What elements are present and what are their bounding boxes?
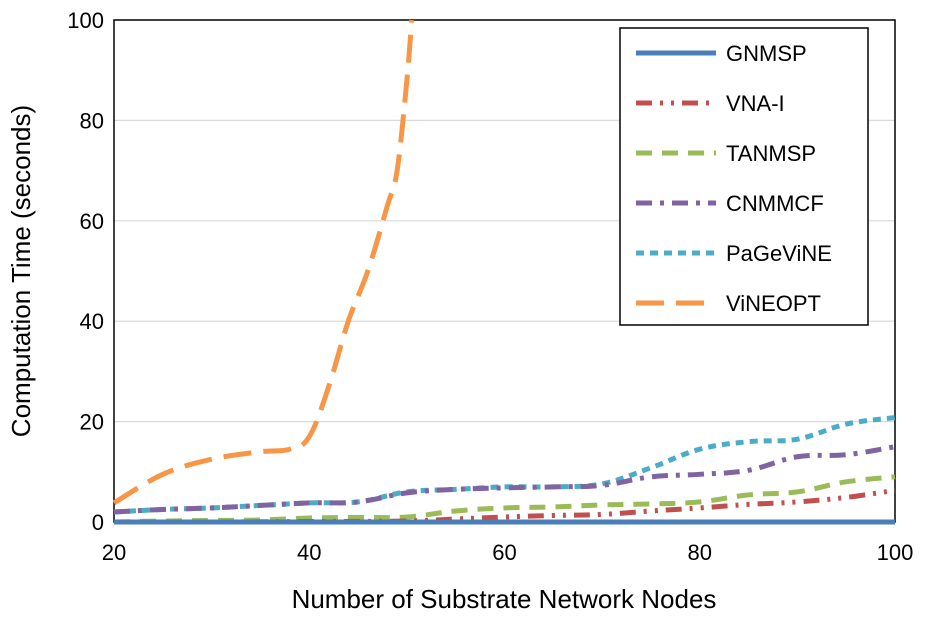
x-tick-label: 80 <box>688 540 712 565</box>
legend-label-tanmsp: TANMSP <box>726 141 816 166</box>
legend-label-vna-i: VNA-I <box>726 91 785 116</box>
legend-label-vineopt: ViNEOPT <box>726 291 821 316</box>
y-tick-label: 40 <box>80 309 104 334</box>
series-line-vineopt <box>112 19 415 506</box>
legend-box <box>619 27 869 326</box>
legend-label-cnmmcf: CNMMCF <box>726 191 824 216</box>
series-line-tanmsp <box>113 474 896 525</box>
y-tick-label: 20 <box>80 410 104 435</box>
series-layer <box>112 19 896 525</box>
x-tick-label: 60 <box>492 540 516 565</box>
series-line-pagevine <box>113 415 896 515</box>
legend: GNMSP VNA-I TANMSP CNMMCF PaGeViNE ViNEOPT <box>619 27 869 326</box>
y-tick-label: 60 <box>80 209 104 234</box>
x-tick-label: 40 <box>297 540 321 565</box>
x-tick-label: 20 <box>102 540 126 565</box>
y-tick-label: 100 <box>67 8 104 33</box>
y-tick-label: 0 <box>92 510 104 535</box>
y-axis-title: Computation Time (seconds) <box>6 105 36 437</box>
tick-labels: 0 20 40 60 80 100 20 40 60 80 100 <box>67 8 913 565</box>
legend-items: GNMSP VNA-I TANMSP CNMMCF PaGeViNE ViNEOPT <box>636 41 832 316</box>
y-tick-label: 80 <box>80 108 104 133</box>
x-axis-title: Number of Substrate Network Nodes <box>292 584 717 614</box>
series-line-cnmmcf <box>113 444 896 515</box>
x-tick-label: 100 <box>877 540 914 565</box>
legend-label-gnmsp: GNMSP <box>726 41 807 66</box>
legend-label-pagevine: PaGeViNE <box>726 241 832 266</box>
